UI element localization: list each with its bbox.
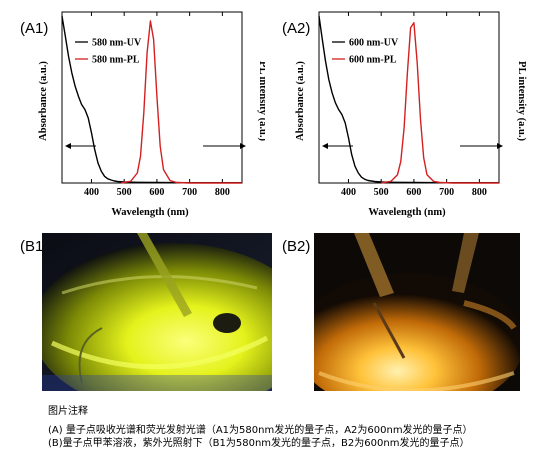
x-axis-label-a1: Wavelength (nm) <box>111 207 189 218</box>
right-arrow-a1 <box>203 143 246 149</box>
series-line-580-nm-pl <box>120 20 242 184</box>
x-axis-label-a2: Wavelength (nm) <box>368 207 446 218</box>
caption-line-a: (A) 量子点吸收光谱和荧光发射光谱（A1为580nm发光的量子点，A2为600… <box>48 425 473 436</box>
x-tick-label: 500 <box>374 187 389 198</box>
plot-frame <box>61 11 243 184</box>
plot-area-a1: 400 500 600 700 800 <box>61 11 243 198</box>
plot-area-a2: 400 500 600 700 800 <box>318 11 500 198</box>
caption-title: 图片注释 <box>48 406 88 417</box>
right-arrow-a2 <box>460 143 503 149</box>
series-line-600-nm-pl <box>381 22 499 184</box>
legend-label-pl-a1: 580 nm-PL <box>92 55 140 66</box>
y2-axis-label-a2: PL intensity (a.u.) <box>516 61 527 141</box>
chart-a1: 400 500 600 700 800 Absorbance (a.u.) PL int… <box>38 11 265 218</box>
left-arrow-a1 <box>65 143 96 149</box>
x-tick-label: 700 <box>439 187 454 198</box>
x-tick-label: 600 <box>406 187 421 198</box>
x-tick-label: 400 <box>341 187 356 198</box>
x-tick-label: 800 <box>215 187 230 198</box>
series-line-580-nm-uv <box>61 15 242 184</box>
panel-label-b1: (B1) <box>20 238 49 255</box>
photo-b1 <box>42 233 272 391</box>
legend-label-pl-a2: 600 nm-PL <box>349 55 397 66</box>
x-tick-label: 500 <box>117 187 132 198</box>
left-arrow-a2 <box>322 143 353 149</box>
caption-line-b: (B)量子点甲苯溶液，紫外光照射下（B1为580nm发光的量子点，B2为600n… <box>48 438 470 449</box>
x-tick-label: 700 <box>182 187 197 198</box>
x-tick-label: 600 <box>149 187 164 198</box>
y-axis-label-a1: Absorbance (a.u.) <box>38 61 49 141</box>
plot-frame <box>318 11 500 184</box>
chart-a2: 400 500 600 700 800 Absorbance (a.u.) PL int… <box>295 11 527 218</box>
legend-label-uv-a1: 580 nm-UV <box>92 38 142 49</box>
x-tick-label: 400 <box>84 187 99 198</box>
panel-label-a1: (A1) <box>20 20 49 37</box>
photo-b2 <box>314 233 520 391</box>
panel-label-a2: (A2) <box>282 20 311 37</box>
y2-axis-label-a1: PL intensity (a.u.) <box>257 61 265 141</box>
x-tick-label: 800 <box>472 187 487 198</box>
panel-label-b2: (B2) <box>282 238 311 255</box>
y-axis-label-a2: Absorbance (a.u.) <box>295 61 306 141</box>
legend-label-uv-a2: 600 nm-UV <box>349 38 399 49</box>
